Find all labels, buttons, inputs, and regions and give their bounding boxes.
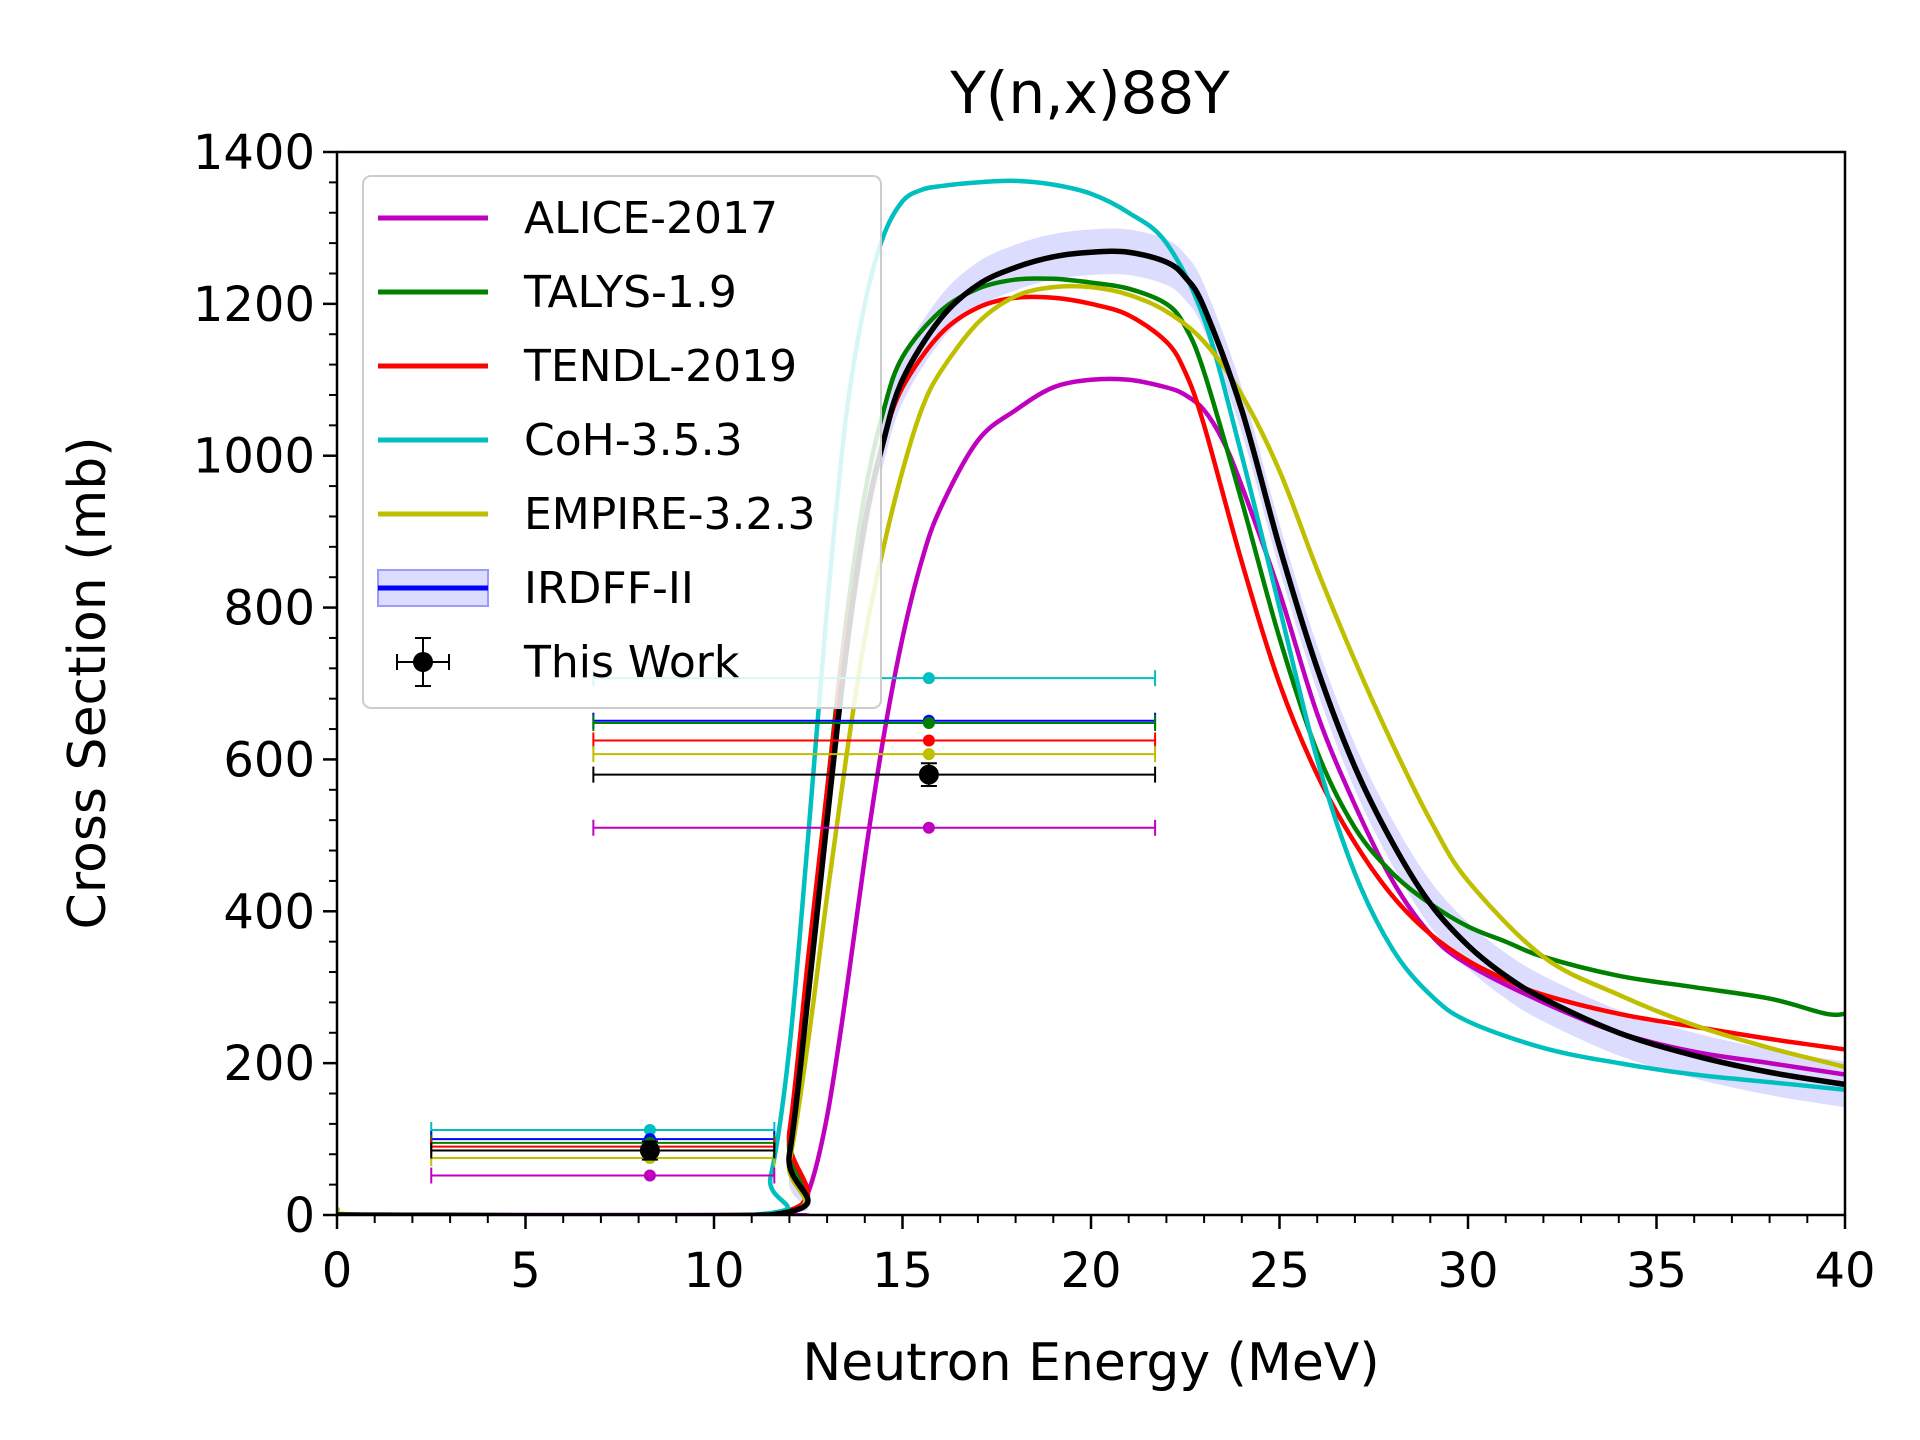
y-tick-label: 200 [223, 1036, 315, 1092]
flux-avg-point-tendl-2019 [922, 734, 935, 747]
x-tick-label: 20 [1060, 1243, 1121, 1299]
legend-item-alice-2017: ALICE-2017 [378, 193, 778, 244]
flux-avg-point-alice-2017 [643, 1169, 656, 1182]
series-line-tendl-2019 [337, 294, 1845, 1215]
x-axis-title: Neutron Energy (MeV) [802, 1333, 1379, 1393]
y-axis-title: Cross Section (mb) [58, 436, 118, 929]
legend-err-point [413, 652, 433, 672]
legend-label: TENDL-2019 [523, 341, 797, 392]
x-tick-label: 25 [1249, 1243, 1310, 1299]
y-tick-label: 800 [223, 581, 315, 637]
legend: ALICE-2017 TALYS-1.9 TENDL-2019 CoH-3.5.3 EM… [362, 175, 882, 709]
flux-avg-point-coh-3-5-3 [643, 1123, 656, 1136]
flux-avg-alice-2017 [592, 819, 1157, 836]
x-tick-label: 0 [322, 1243, 353, 1299]
chart-title: Y(n,x)88Y [949, 59, 1230, 127]
legend-item-irdff-ii: IRDFF-II [377, 563, 694, 614]
series-line-alice-2017 [337, 376, 1845, 1215]
legend-item-tendl-2019: TENDL-2019 [378, 341, 797, 392]
plot-area [337, 178, 1845, 1215]
this-work-errorbar [592, 762, 1157, 788]
series-line-irdff-ii [337, 248, 1845, 1215]
x-tick-label: 35 [1626, 1243, 1687, 1299]
plot-frame [335, 150, 1847, 1217]
legend-label: CoH-3.5.3 [524, 415, 743, 466]
legend-label: IRDFF-II [524, 563, 694, 614]
flux-avg-tendl-2019 [592, 732, 1157, 749]
flux-avg-point-coh-3-5-3 [922, 672, 935, 685]
flux-avg-alice-2017 [430, 1167, 776, 1184]
y-tick-label: 0 [284, 1188, 315, 1244]
series-line-coh-3-5-3 [337, 178, 1845, 1215]
x-tick-label: 40 [1814, 1243, 1875, 1299]
legend-item-talys-1-9: TALYS-1.9 [378, 267, 737, 318]
y-tick-label: 1000 [193, 429, 315, 485]
legend-box [362, 175, 882, 709]
flux-avg-point-alice-2017 [922, 821, 935, 834]
y-tick-label: 400 [223, 884, 315, 940]
flux-avg-empire-3-2-3 [592, 746, 1157, 763]
legend-item-empire-3-2-3: EMPIRE-3.2.3 [378, 489, 815, 540]
flux-avg-coh-3-5-3 [430, 1121, 776, 1138]
legend-item-this-work: This Work [396, 637, 740, 688]
flux-avg-point-empire-3-2-3 [922, 748, 935, 761]
y-tick-label: 1200 [193, 277, 315, 333]
x-tick-label: 10 [683, 1243, 744, 1299]
legend-label: EMPIRE-3.2.3 [524, 489, 815, 540]
legend-label: This Work [523, 637, 740, 688]
y-tick-label: 600 [223, 732, 315, 788]
legend-item-coh-3-5-3: CoH-3.5.3 [378, 415, 743, 466]
y-tick-label: 1400 [193, 125, 315, 181]
axis-ticks: 0 5 10 15 20 25 30 35 40020040060080010001200140… [193, 125, 1876, 1299]
legend-label: TALYS-1.9 [523, 267, 737, 318]
legend-label: ALICE-2017 [524, 193, 778, 244]
x-tick-label: 15 [872, 1243, 933, 1299]
this-work-point [639, 1140, 660, 1161]
this-work-point [918, 764, 939, 785]
flux-avg-point-talys-1-9 [922, 716, 935, 729]
x-tick-label: 5 [510, 1243, 541, 1299]
flux-avg-talys-1-9 [592, 714, 1157, 731]
series-line-empire-3-2-3 [337, 283, 1845, 1215]
this-work-errorbar [430, 1140, 776, 1161]
x-tick-label: 30 [1437, 1243, 1498, 1299]
